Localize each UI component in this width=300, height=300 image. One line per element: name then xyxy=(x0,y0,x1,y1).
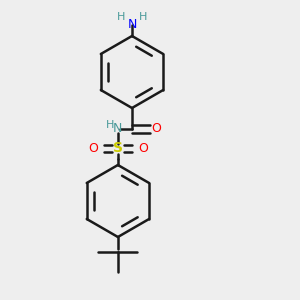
Text: S: S xyxy=(113,142,123,155)
Text: O: O xyxy=(88,142,98,155)
Text: H: H xyxy=(117,12,126,22)
Text: H: H xyxy=(106,120,114,130)
Text: O: O xyxy=(152,122,161,136)
Text: N: N xyxy=(127,17,137,31)
Text: O: O xyxy=(138,142,148,155)
Text: N: N xyxy=(113,122,123,136)
Text: H: H xyxy=(139,12,148,22)
